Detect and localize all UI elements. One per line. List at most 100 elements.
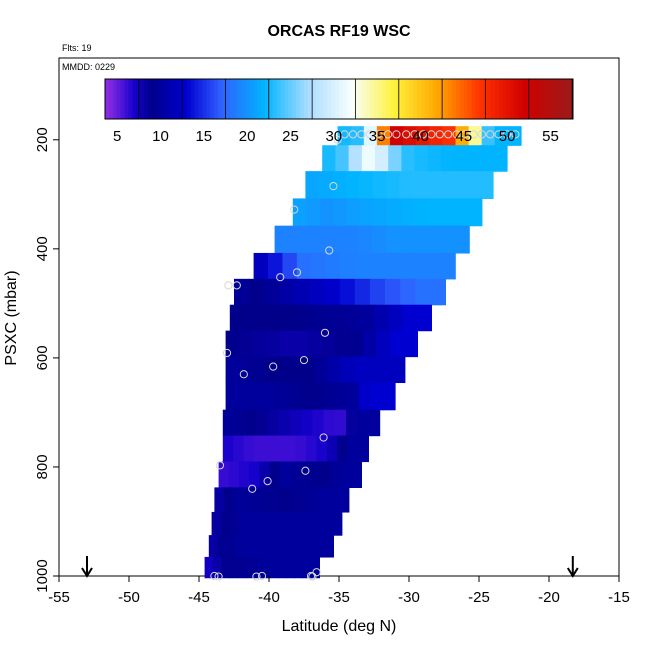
- heatmap-cell: [324, 278, 341, 306]
- heatmap-cell: [288, 535, 299, 558]
- heatmap-cell: [346, 382, 360, 411]
- colorbar-segment: [553, 79, 558, 119]
- data-point: [269, 362, 278, 371]
- colorbar-segment: [108, 79, 114, 119]
- colorbar-segment: [346, 79, 352, 119]
- heatmap-cell: [225, 382, 239, 411]
- heatmap-cell: [339, 487, 350, 513]
- heatmap-cell: [358, 382, 372, 411]
- heatmap-cell: [279, 461, 291, 488]
- heatmap-cell: [373, 304, 389, 332]
- colorbar-segment: [413, 79, 418, 119]
- heatmap-cell: [243, 487, 254, 513]
- heatmap-cell: [310, 461, 322, 488]
- heatmap-cell: [329, 487, 340, 513]
- heatmap-cell: [320, 487, 331, 513]
- heatmap-cell: [253, 330, 268, 358]
- heatmap-cell: [466, 171, 481, 199]
- colorbar-segment: [163, 79, 168, 119]
- colorbar-segment: [315, 79, 320, 119]
- heatmap-cell: [248, 511, 259, 536]
- heatmap-cell: [221, 556, 230, 579]
- colorbar-segment: [296, 79, 301, 119]
- colorbar-segment: [128, 79, 133, 119]
- heatmap-cell: [322, 382, 336, 411]
- heatmap-cell: [351, 461, 362, 488]
- data-point: [502, 130, 512, 139]
- heatmap-cell: [330, 304, 346, 332]
- heatmap-cell: [454, 198, 469, 227]
- y-tick-label: 1000: [34, 559, 51, 592]
- colorbar-segment: [428, 79, 434, 119]
- colorbar-segment: [319, 79, 324, 119]
- heatmap-cell: [292, 198, 307, 227]
- heatmap-cell: [274, 435, 286, 463]
- data-point: [292, 268, 302, 277]
- colorbar-segment: [159, 79, 164, 119]
- colorbar-segment: [467, 79, 473, 119]
- heatmap-cell: [222, 409, 235, 437]
- data-point: [410, 130, 419, 139]
- data-point: [460, 130, 470, 139]
- colorbar-segment: [229, 79, 235, 119]
- heatmap-cell: [468, 198, 483, 227]
- colorbar-segment: [385, 79, 391, 119]
- heatmap-cell: [267, 409, 280, 437]
- x-tick-label: -35: [328, 589, 350, 606]
- data-point: [325, 246, 334, 255]
- heatmap-cell: [309, 278, 326, 306]
- data-point: [215, 461, 225, 470]
- data-point: [210, 571, 219, 581]
- heatmap-cell: [233, 435, 245, 463]
- colorbar-tick-label: 10: [152, 128, 169, 145]
- heatmap-cell: [256, 409, 269, 437]
- heatmap-cell: [220, 511, 231, 536]
- colorbar-segment: [495, 79, 500, 119]
- heatmap-cell: [328, 356, 342, 384]
- heatmap-cell: [414, 198, 429, 227]
- data-point: [239, 370, 248, 379]
- heatmap-cell: [316, 304, 332, 332]
- colorbar-segment: [268, 79, 274, 119]
- heatmap-cell: [237, 382, 251, 411]
- heatmap-cell: [276, 356, 291, 384]
- heatmap-cell: [319, 198, 334, 227]
- heatmap-cell: [237, 556, 247, 579]
- heatmap-cell: [427, 225, 442, 254]
- heatmap-cell: [390, 126, 404, 146]
- heatmap-cell: [311, 252, 327, 280]
- colorbar-segment: [175, 79, 180, 119]
- heatmap-cell: [290, 409, 302, 437]
- y-tick-label: 600: [34, 345, 51, 370]
- heatmap-cell: [229, 304, 245, 332]
- heatmap-cell: [388, 304, 404, 332]
- heatmap-cell: [234, 409, 246, 437]
- colorbar-segment: [257, 79, 262, 119]
- heatmap-cell: [278, 409, 291, 437]
- data-point: [402, 130, 411, 139]
- colorbar-segment: [300, 79, 305, 119]
- heatmap-cell: [344, 225, 359, 254]
- heatmap-cell: [310, 382, 323, 411]
- heatmap-cell: [225, 356, 239, 384]
- heatmap-cell: [323, 511, 334, 536]
- heatmap-cell: [249, 278, 265, 306]
- colorbar-segment: [237, 79, 242, 119]
- colorbar-segment: [370, 79, 375, 119]
- colorbar-segment: [264, 79, 270, 119]
- data-point: [469, 130, 478, 139]
- heatmap-cell: [278, 556, 288, 579]
- heatmap-cell: [251, 356, 265, 384]
- heatmap-cell: [507, 126, 522, 146]
- heatmap-cell: [229, 556, 238, 579]
- data-point: [340, 130, 349, 139]
- colorbar-segment: [186, 79, 192, 119]
- colorbar-segment: [140, 79, 145, 119]
- colorbar-segment: [522, 79, 527, 119]
- data-point: [418, 130, 428, 139]
- heatmap-cell: [358, 225, 373, 254]
- colorbar-segment: [561, 79, 566, 119]
- heatmap-cell: [258, 304, 274, 332]
- data-point: [452, 130, 461, 139]
- heatmap-cell: [315, 356, 329, 384]
